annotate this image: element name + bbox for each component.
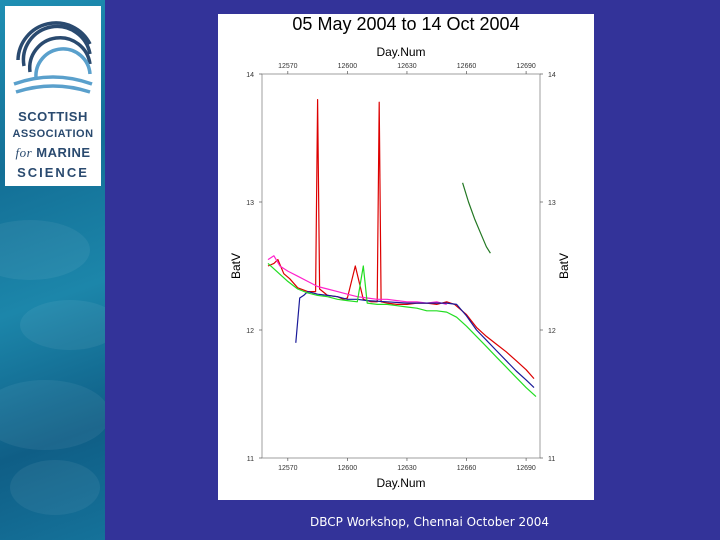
- logo: SCOTTISH ASSOCIATION for MARINE SCIENCE: [5, 6, 101, 186]
- y-tick-label-left: 11: [247, 456, 254, 463]
- x-tick-label-bottom: 12600: [338, 465, 358, 472]
- y-tick-label-left: 12: [246, 328, 254, 335]
- series-line-red: [267, 98, 535, 379]
- x-tick-label-bottom: 12660: [457, 465, 477, 472]
- series-line-green: [267, 262, 537, 398]
- series-line-magenta: [267, 255, 447, 305]
- chart: 12570 12570 12600 12600 12630 12630 12660 12660…: [229, 45, 571, 490]
- chart-title: 05 May 2004 to 14 Oct 2004: [292, 14, 520, 34]
- series-line-darkgreen: [462, 182, 491, 254]
- footer-text: DBCP Workshop, Chennai October 2004: [310, 515, 549, 529]
- y-tick-label-left: 13: [246, 200, 254, 207]
- x-tick-label-bottom: 12630: [397, 465, 417, 472]
- y-axis-label-right: BatV: [557, 253, 571, 279]
- x-tick-label-bottom: 12570: [278, 465, 298, 472]
- x-tick-label-bottom: 12690: [516, 465, 536, 472]
- y-tick-label-right: 12: [548, 328, 556, 335]
- x-tick-label-top: 12600: [338, 63, 358, 70]
- x-tick-label-top: 12690: [516, 63, 536, 70]
- y-tick-label-left: 14: [246, 72, 254, 79]
- x-tick-label-top: 12570: [278, 63, 298, 70]
- y-axis-label-left: BatV: [229, 253, 243, 279]
- logo-text-science: SCIENCE: [17, 165, 89, 180]
- y-tick-label-right: 14: [548, 72, 556, 79]
- x-axis-label-bottom: Day.Num: [376, 476, 425, 490]
- logo-text-marine: MARINE: [36, 145, 91, 160]
- x-tick-label-top: 12630: [397, 63, 417, 70]
- y-tick-label-right: 13: [548, 200, 556, 207]
- plot-frame: [261, 73, 541, 459]
- logo-text-association: ASSOCIATION: [12, 128, 94, 140]
- x-tick-label-top: 12660: [457, 63, 477, 70]
- x-axis-label-top: Day.Num: [376, 45, 425, 59]
- wave-arcs-icon: [13, 21, 93, 94]
- logo-text-scottish: SCOTTISH: [18, 109, 88, 124]
- logo-text-for: for: [15, 145, 33, 160]
- logo-text-for-marine: for MARINE: [5, 145, 101, 161]
- chart-panel: 05 May 2004 to 14 Oct 2004 12570 12570 126…: [218, 14, 594, 500]
- series-line-navy: [295, 291, 535, 389]
- sidebar-background: SCOTTISH ASSOCIATION for MARINE SCIENCE: [0, 0, 105, 540]
- y-tick-label-right: 11: [548, 456, 555, 463]
